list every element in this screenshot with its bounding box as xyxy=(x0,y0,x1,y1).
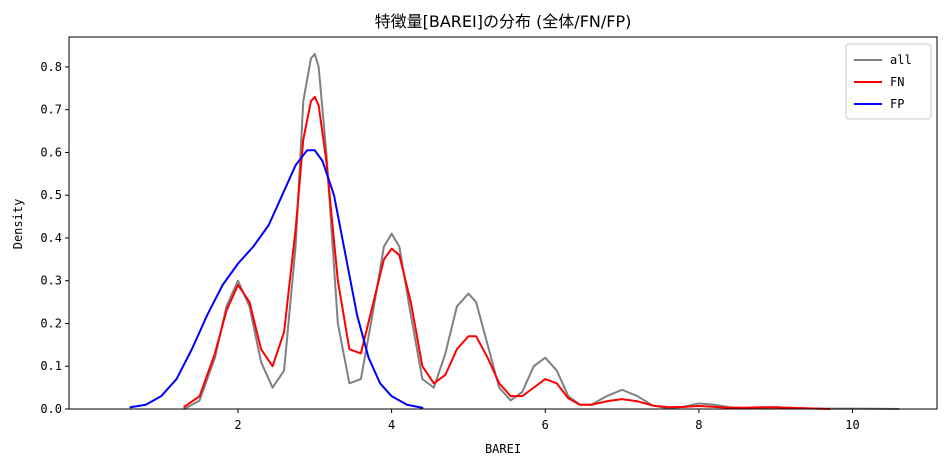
legend: all FN FP xyxy=(845,43,932,120)
y-tick-label: 0.0 xyxy=(40,402,62,416)
y-tick-label: 0.4 xyxy=(40,231,62,245)
legend-box xyxy=(845,43,932,120)
x-tick-label: 8 xyxy=(695,418,702,432)
y-axis-label: Density xyxy=(11,199,25,250)
y-tick-label: 0.8 xyxy=(40,60,62,74)
y-tick-label: 0.6 xyxy=(40,145,62,159)
legend-label-fp: FP xyxy=(890,97,904,111)
x-axis-label: BAREI xyxy=(485,442,521,456)
y-tick-label: 0.3 xyxy=(40,274,62,288)
legend-label-all: all xyxy=(890,53,912,67)
x-tick-label: 2 xyxy=(234,418,241,432)
y-tick-label: 0.1 xyxy=(40,359,62,373)
x-axis: 2 4 6 8 10 xyxy=(234,409,860,432)
x-tick-label: 4 xyxy=(388,418,395,432)
chart-title: 特徴量[BAREI]の分布 (全体/FN/FP) xyxy=(375,12,632,31)
series-line-fp xyxy=(129,149,424,409)
y-axis: 0.0 0.1 0.2 0.3 0.4 0.5 0.6 0.7 0.8 xyxy=(40,60,69,416)
y-tick-label: 0.7 xyxy=(40,103,62,117)
y-tick-label: 0.5 xyxy=(40,188,62,202)
x-tick-label: 10 xyxy=(845,418,859,432)
series-line-fn xyxy=(183,95,831,410)
x-tick-label: 6 xyxy=(542,418,549,432)
plot-area: 2 4 6 8 10 0.0 0.1 0.2 0.3 0.4 0.5 0.6 0.7 0.8 xyxy=(40,36,938,432)
legend-label-fn: FN xyxy=(890,75,904,89)
y-tick-label: 0.2 xyxy=(40,316,62,330)
series-layer xyxy=(129,53,900,410)
plot-frame xyxy=(68,36,938,410)
